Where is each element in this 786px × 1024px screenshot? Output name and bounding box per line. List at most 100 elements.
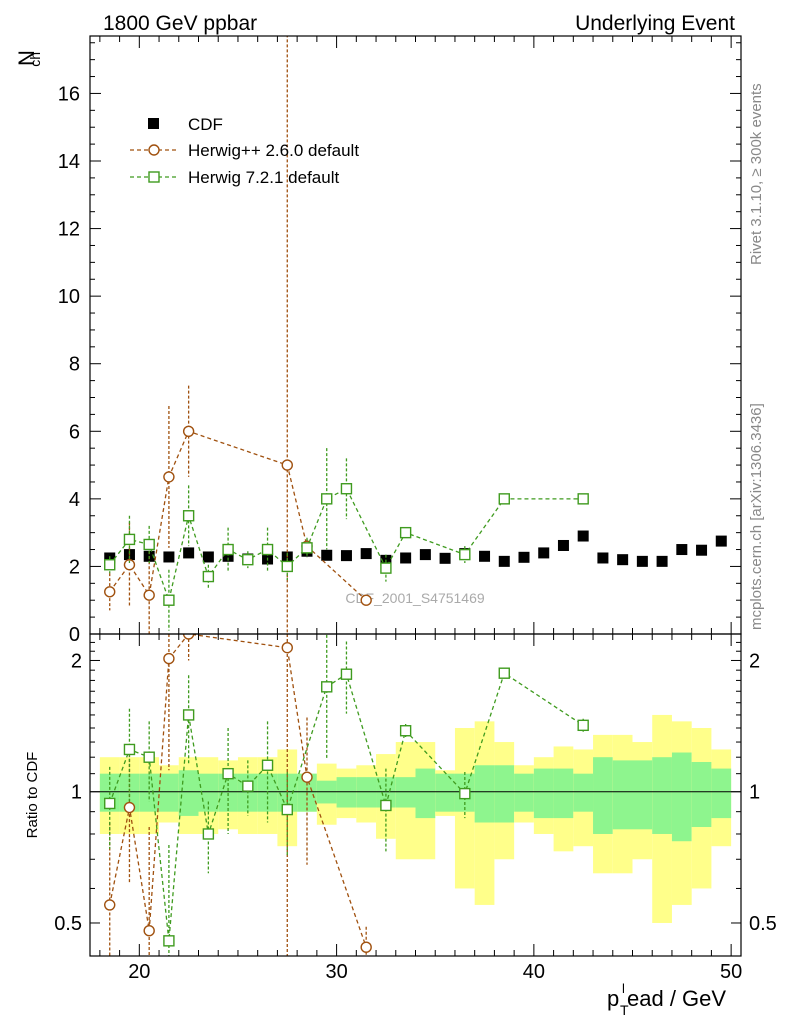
- ratio-y-tick-label: 0.5: [749, 913, 777, 935]
- cdf-marker: [577, 530, 589, 542]
- herwig7-marker: [222, 543, 234, 556]
- ratio-herwig7-marker: [123, 743, 136, 756]
- ratio-herwig7-series: [104, 634, 589, 956]
- x-tick-label: 50: [720, 961, 742, 983]
- herwig7-marker: [143, 538, 155, 551]
- x-tick-label: 30: [325, 961, 347, 983]
- ratio-herwig7-marker: [261, 759, 274, 771]
- main-y-tick-label: 14: [58, 151, 80, 173]
- cdf-marker: [183, 547, 195, 559]
- legend-label-herwigpp: Herwig++ 2.6.0 default: [188, 141, 359, 160]
- ratio-y-tick-label: 2: [749, 650, 760, 672]
- plot-title-right: Underlying Event: [575, 12, 735, 35]
- herwig7-marker: [498, 493, 510, 505]
- main-y-tick-label: 6: [69, 421, 80, 443]
- ratio-herwig7-marker: [202, 828, 215, 840]
- legend-marker-herwigpp: [148, 144, 160, 156]
- cdf-marker: [696, 544, 708, 556]
- ratio-herwig7-marker: [321, 681, 333, 693]
- herwigpp-marker: [182, 425, 195, 437]
- herwig7-marker: [242, 553, 254, 566]
- x-tick-label: 40: [523, 961, 545, 983]
- cdf-marker: [597, 552, 609, 564]
- main-y-tick-label: 12: [58, 219, 80, 241]
- uncertainty-band-inner: [514, 773, 534, 812]
- ratio-herwigpp-line: [109, 634, 367, 948]
- ratio-herwig7-marker: [340, 668, 353, 680]
- herwig7-marker: [380, 562, 392, 574]
- uncertainty-band-inner: [593, 757, 613, 834]
- herwig7-marker: [182, 510, 195, 522]
- main-y-tick-label: 4: [69, 489, 80, 511]
- uncertainty-band-inner: [415, 768, 436, 819]
- cdf-marker: [617, 554, 629, 566]
- herwig7-marker: [261, 543, 274, 556]
- uncertainty-band-inner: [119, 773, 140, 812]
- uncertainty-band-inner: [652, 757, 672, 834]
- ratio-herwig7-marker: [498, 667, 510, 679]
- x-label-p: p: [607, 986, 619, 1011]
- uncertainty-band-inner: [336, 777, 357, 808]
- herwig7-marker: [340, 483, 353, 495]
- uncertainty-band-inner: [691, 761, 712, 828]
- ratio-herwig7-marker: [380, 799, 392, 812]
- ratio-herwig7-marker: [577, 719, 589, 732]
- main-panel: 0 2 4 6 8 10 12 14 16: [58, 35, 742, 646]
- cdf-marker: [538, 547, 550, 559]
- herwig7-marker: [301, 542, 313, 554]
- main-y-tick-label: 8: [69, 354, 80, 376]
- uncertainty-band-inner: [395, 777, 416, 808]
- uncertainty-band-inner: [711, 768, 732, 819]
- cdf-marker: [439, 552, 451, 564]
- herwig7-marker: [577, 493, 589, 505]
- uncertainty-band-inner: [474, 765, 495, 823]
- herwig7-series: [104, 448, 589, 631]
- ratio-herwigpp-marker: [143, 925, 155, 937]
- cdf-marker: [498, 555, 510, 567]
- herwig7-marker: [459, 548, 471, 561]
- watermark-label: CDF_2001_S4751469: [345, 590, 485, 606]
- mcplots-note: mcplots.cern.ch [arXiv:1306.3436]: [748, 403, 765, 630]
- ratio-herwigpp-series: [104, 634, 372, 956]
- cdf-marker: [222, 550, 234, 562]
- main-y-tick-label: 0: [69, 624, 80, 646]
- herwig7-marker: [281, 560, 293, 573]
- ratio-herwig7-marker: [459, 787, 471, 800]
- x-label-sup: l: [622, 981, 625, 996]
- herwig7-line: [109, 487, 584, 603]
- ratio-herwigpp-marker: [123, 801, 136, 814]
- herwigpp-marker: [123, 559, 136, 571]
- legend-marker-cdf: [148, 118, 159, 129]
- uncertainty-band-inner: [198, 773, 219, 812]
- ratio-panel: 0.5 0.5 1 1 2 2 20 30 40 50: [54, 633, 777, 983]
- legend-marker-herwig7: [148, 171, 160, 183]
- main-y-label-sub: ch: [27, 52, 43, 67]
- herwigpp-marker: [163, 471, 175, 483]
- herwig7-marker: [163, 594, 175, 606]
- cdf-marker: [676, 544, 688, 556]
- cdf-marker: [557, 539, 569, 551]
- cdf-marker: [202, 551, 214, 563]
- cdf-marker: [360, 548, 372, 560]
- ratio-herwig7-line: [109, 672, 584, 941]
- plot-title-left: 1800 GeV ppbar: [103, 12, 257, 35]
- ratio-y-label: Ratio to CDF: [24, 752, 41, 839]
- legend-label-cdf: CDF: [188, 115, 223, 134]
- ratio-y-tick-label: 2: [71, 650, 82, 672]
- legend: CDF Herwig++ 2.6.0 default Herwig 7.2.1 de…: [130, 115, 359, 187]
- ratio-herwig7-marker: [281, 803, 293, 816]
- uncertainty-band-inner: [573, 773, 594, 812]
- legend-label-herwig7: Herwig 7.2.1 default: [188, 168, 339, 187]
- x-axis-label: p T l ead / GeV: [607, 981, 726, 1018]
- cdf-marker: [715, 535, 727, 547]
- uncertainty-band-inner: [553, 768, 574, 819]
- cdf-marker: [518, 551, 530, 563]
- x-label-sub: T: [620, 1002, 629, 1018]
- herwigpp-marker: [104, 586, 116, 598]
- uncertainty-band-inner: [612, 760, 633, 830]
- ratio-y-tick-label: 0.5: [54, 913, 82, 935]
- herwig7-marker: [399, 526, 412, 539]
- uncertainty-band-inner: [494, 765, 515, 823]
- uncertainty-band-inner: [356, 777, 377, 808]
- ratio-y-tick-label: 1: [749, 782, 760, 804]
